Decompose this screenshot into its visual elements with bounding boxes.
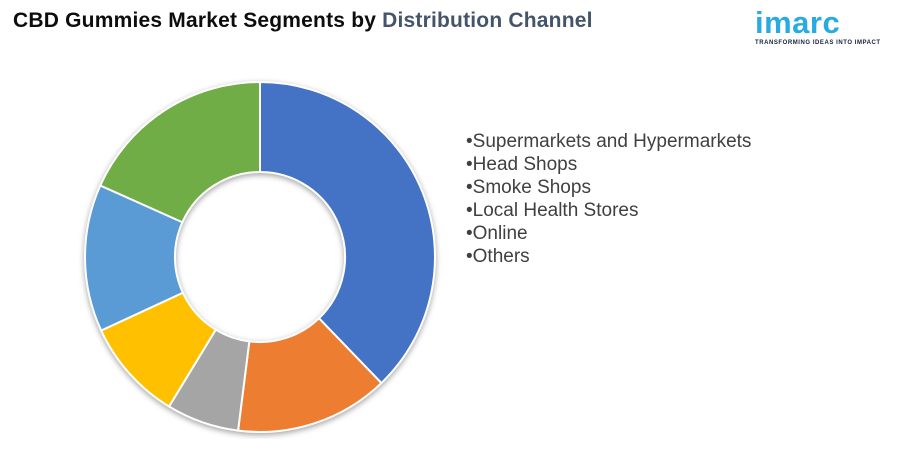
legend-item-label: Head Shops xyxy=(472,154,578,175)
legend-item-label: Local Health Stores xyxy=(472,200,639,221)
imarc-logo: imarc TRANSFORMING IDEAS INTO IMPACT xyxy=(755,5,881,46)
donut-slice-others xyxy=(99,81,261,224)
donut-slices xyxy=(84,81,436,433)
legend-item-label: Online xyxy=(472,223,528,244)
legend-item: •Local Health Stores xyxy=(466,199,751,222)
legend-item: •Head Shops xyxy=(466,153,751,176)
legend-item-label: Supermarkets and Hypermarkets xyxy=(472,131,752,152)
legend-bullet: • xyxy=(466,177,473,198)
legend-bullet: • xyxy=(466,246,473,267)
title-main-text: CBD Gummies Market Segments by xyxy=(13,9,383,32)
legend-item: •Smoke Shops xyxy=(466,176,751,199)
legend-item: •Online xyxy=(466,222,751,245)
imarc-logo-tagline: TRANSFORMING IDEAS INTO IMPACT xyxy=(755,40,881,46)
legend-item: •Supermarkets and Hypermarkets xyxy=(466,130,751,153)
legend-bullet: • xyxy=(466,154,473,175)
legend-item-label: Others xyxy=(472,246,530,267)
legend-item-label: Smoke Shops xyxy=(472,177,591,198)
donut-chart xyxy=(84,81,436,433)
donut-slice-head-shops xyxy=(237,317,383,433)
legend-bullet: • xyxy=(466,223,473,244)
imarc-logo-wordmark: imarc xyxy=(755,5,841,40)
chart-legend: •Supermarkets and Hypermarkets •Head Sho… xyxy=(466,130,751,268)
title-accent-text: Distribution Channel xyxy=(382,9,593,32)
page-title: CBD Gummies Market Segments by Distribut… xyxy=(13,9,593,33)
legend-bullet: • xyxy=(466,200,473,221)
legend-bullet: • xyxy=(466,131,473,152)
legend-item: •Others xyxy=(466,245,751,268)
donut-slice-supermarkets-and-hypermarkets xyxy=(259,81,436,385)
